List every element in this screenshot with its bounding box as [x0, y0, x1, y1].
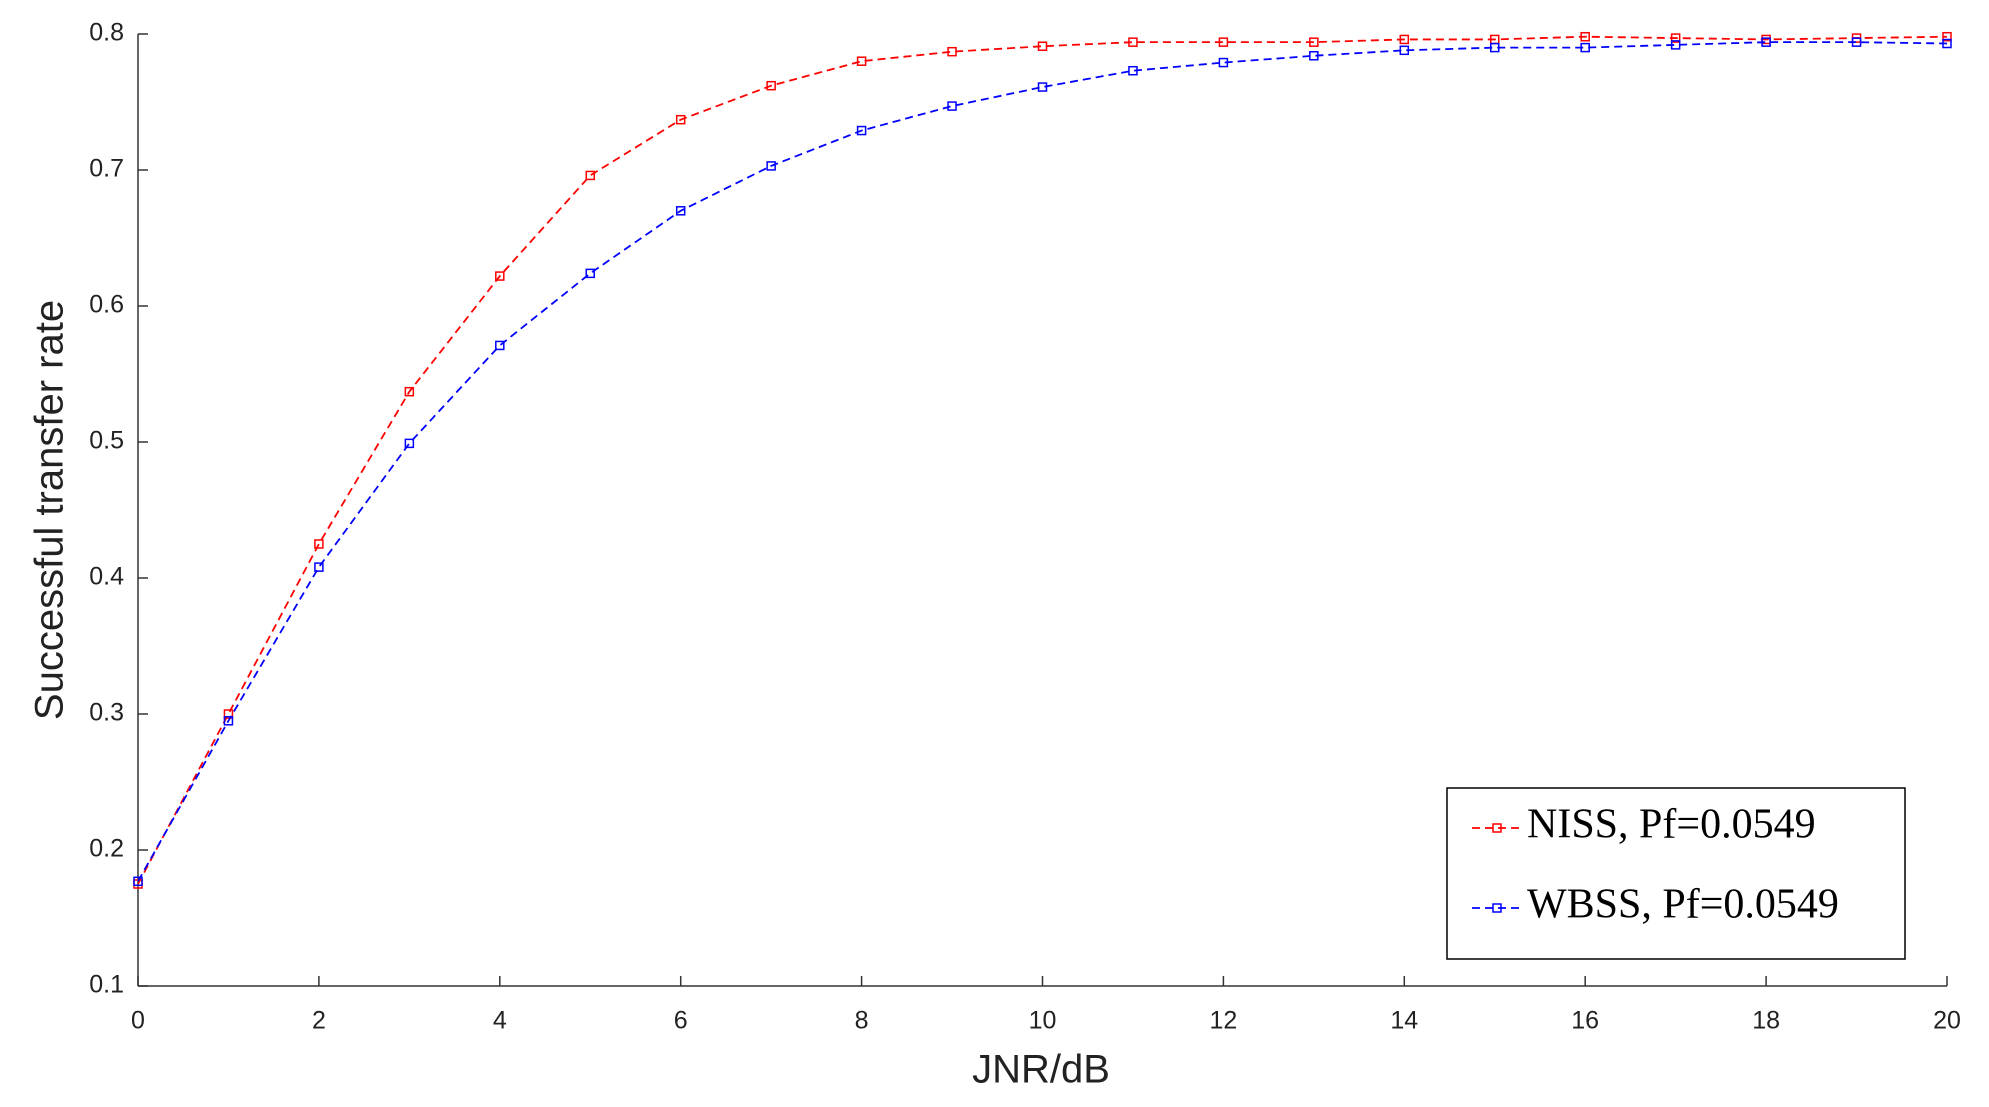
marker: [1128, 37, 1138, 47]
y-tick-label: 0.5: [89, 427, 124, 455]
y-tick-label: 0.7: [89, 155, 124, 183]
marker: [223, 709, 234, 719]
legend-label: WBSS, Pf=0.0549: [1527, 882, 1839, 928]
legend-marker: [1492, 823, 1502, 833]
y-tick-label: 0.4: [89, 563, 124, 591]
marker: [133, 876, 143, 887]
marker: [1761, 37, 1771, 47]
marker: [495, 271, 505, 281]
marker: [404, 438, 415, 449]
marker: [1218, 37, 1229, 47]
marker: [947, 101, 957, 111]
y-tick-label: 0.1: [89, 971, 124, 999]
x-tick-label: 6: [674, 1007, 688, 1035]
marker: [314, 539, 324, 549]
marker: [404, 386, 415, 397]
marker: [1399, 45, 1410, 56]
marker: [1309, 51, 1319, 61]
x-tick-label: 10: [1029, 1007, 1057, 1035]
y-tick-label: 0.8: [89, 19, 124, 47]
x-tick-label: 4: [493, 1007, 507, 1035]
marker: [766, 161, 776, 171]
x-tick-label: 20: [1933, 1007, 1961, 1035]
marker: [1580, 31, 1590, 42]
marker: [1851, 37, 1862, 47]
marker: [1309, 37, 1319, 47]
marker: [1670, 33, 1681, 43]
marker: [223, 716, 234, 726]
x-tick-label: 12: [1209, 1007, 1237, 1035]
marker: [1580, 42, 1590, 53]
marker: [1037, 41, 1048, 51]
marker: [675, 206, 686, 216]
marker: [856, 125, 867, 136]
legend-marker: [1492, 903, 1502, 913]
series-line: [137, 41, 1948, 882]
marker: [1128, 65, 1138, 76]
y-axis-label: Successful transfer rate: [28, 300, 72, 720]
marker: [947, 46, 957, 57]
marker: [314, 562, 324, 572]
marker: [585, 170, 595, 181]
y-tick-label: 0.2: [89, 835, 124, 863]
x-axis-label: JNR/dB: [972, 1048, 1110, 1092]
x-tick-label: 2: [312, 1007, 326, 1035]
marker: [766, 80, 776, 91]
marker: [1037, 82, 1048, 92]
marker: [1942, 31, 1952, 42]
x-tick-label: 18: [1752, 1007, 1780, 1035]
x-tick-label: 8: [855, 1007, 869, 1035]
x-tick-label: 16: [1571, 1007, 1599, 1035]
marker: [675, 114, 686, 125]
legend-label: NISS, Pf=0.0549: [1527, 802, 1816, 848]
marker: [585, 268, 595, 279]
marker: [1670, 40, 1681, 50]
marker: [1399, 34, 1410, 45]
x-tick-label: 14: [1390, 1007, 1418, 1035]
series-line: [137, 35, 1948, 885]
marker: [1942, 38, 1952, 49]
marker: [1490, 42, 1500, 53]
legend-box: [1446, 787, 1906, 960]
marker: [1218, 57, 1229, 68]
x-tick-label: 0: [131, 1007, 145, 1035]
y-tick-label: 0.3: [89, 699, 124, 727]
y-tick-label: 0.6: [89, 291, 124, 319]
marker: [495, 340, 505, 351]
marker: [856, 56, 867, 66]
